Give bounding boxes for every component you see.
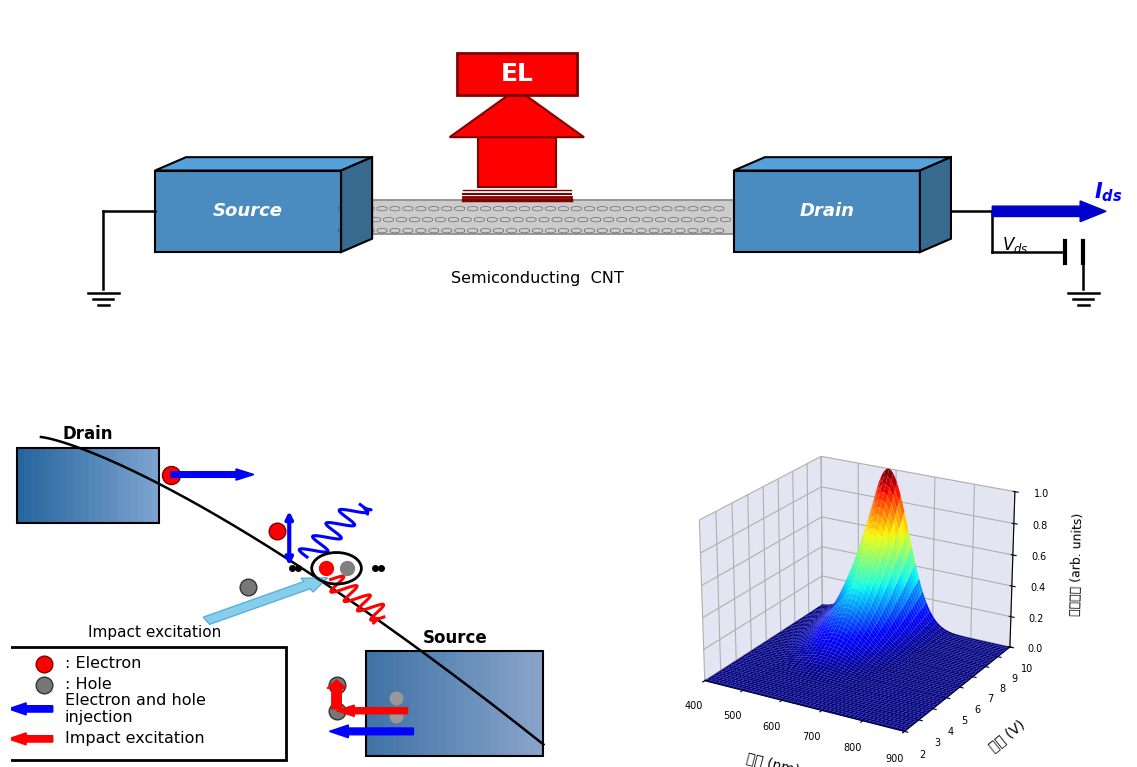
Text: Drain: Drain (799, 202, 854, 220)
Polygon shape (920, 157, 951, 252)
Bar (534, 650, 543, 755)
Bar (375, 650, 384, 755)
Text: $\bfit{I}_{ds}$: $\bfit{I}_{ds}$ (1094, 180, 1122, 204)
Bar (45, 448, 52, 523)
Text: : Hole: : Hole (65, 677, 111, 692)
Bar (455, 650, 464, 755)
Polygon shape (155, 170, 341, 252)
Bar (384, 650, 392, 755)
Bar (109, 448, 117, 523)
FancyArrow shape (330, 725, 414, 738)
Bar (138, 448, 146, 523)
Bar (81, 448, 89, 523)
Bar (146, 448, 152, 523)
Bar (24, 448, 32, 523)
Bar (429, 650, 437, 755)
Bar (39, 448, 45, 523)
Polygon shape (733, 170, 920, 252)
Bar (117, 448, 124, 523)
Bar (32, 448, 39, 523)
FancyArrow shape (8, 733, 52, 745)
FancyArrow shape (993, 201, 1106, 222)
Bar (499, 650, 508, 755)
Text: Drain: Drain (63, 425, 114, 443)
Bar (67, 448, 74, 523)
Bar (410, 650, 420, 755)
Polygon shape (733, 157, 951, 170)
FancyArrow shape (204, 578, 327, 624)
Polygon shape (449, 89, 584, 137)
Bar (52, 448, 60, 523)
Bar (508, 650, 517, 755)
Text: Impact excitation: Impact excitation (89, 624, 222, 640)
Y-axis label: 電圧 (V): 電圧 (V) (987, 717, 1028, 754)
Bar (131, 448, 138, 523)
FancyArrow shape (8, 703, 52, 715)
FancyBboxPatch shape (457, 54, 576, 95)
Bar (392, 650, 401, 755)
Bar (152, 448, 159, 523)
Bar (420, 650, 429, 755)
Polygon shape (341, 200, 733, 234)
Text: Semiconducting  CNT: Semiconducting CNT (451, 271, 624, 285)
Bar (473, 650, 481, 755)
Bar (490, 650, 499, 755)
Text: Source: Source (423, 629, 487, 647)
Bar (17, 448, 24, 523)
Text: Source: Source (213, 202, 283, 220)
Bar (446, 650, 455, 755)
Bar (96, 448, 102, 523)
Bar (481, 650, 490, 755)
Text: : Electron: : Electron (65, 657, 141, 671)
Bar (366, 650, 375, 755)
Bar (464, 650, 473, 755)
Bar (102, 448, 109, 523)
Text: Impact excitation: Impact excitation (65, 732, 205, 746)
FancyArrow shape (327, 680, 346, 709)
Text: EL: EL (500, 62, 533, 86)
Bar (60, 448, 67, 523)
Bar (437, 650, 446, 755)
Text: $V_{ds}$: $V_{ds}$ (1002, 235, 1029, 255)
FancyBboxPatch shape (8, 647, 287, 759)
Bar (401, 650, 410, 755)
Bar (74, 448, 81, 523)
FancyArrow shape (171, 469, 254, 480)
Polygon shape (155, 157, 372, 170)
Polygon shape (341, 157, 372, 252)
FancyArrow shape (337, 705, 407, 716)
Bar (517, 650, 525, 755)
Text: Electron and hole
injection: Electron and hole injection (65, 693, 206, 725)
Polygon shape (478, 137, 556, 187)
X-axis label: 波長 (nm): 波長 (nm) (745, 750, 802, 767)
Bar (525, 650, 534, 755)
Bar (124, 448, 131, 523)
Bar (89, 448, 96, 523)
